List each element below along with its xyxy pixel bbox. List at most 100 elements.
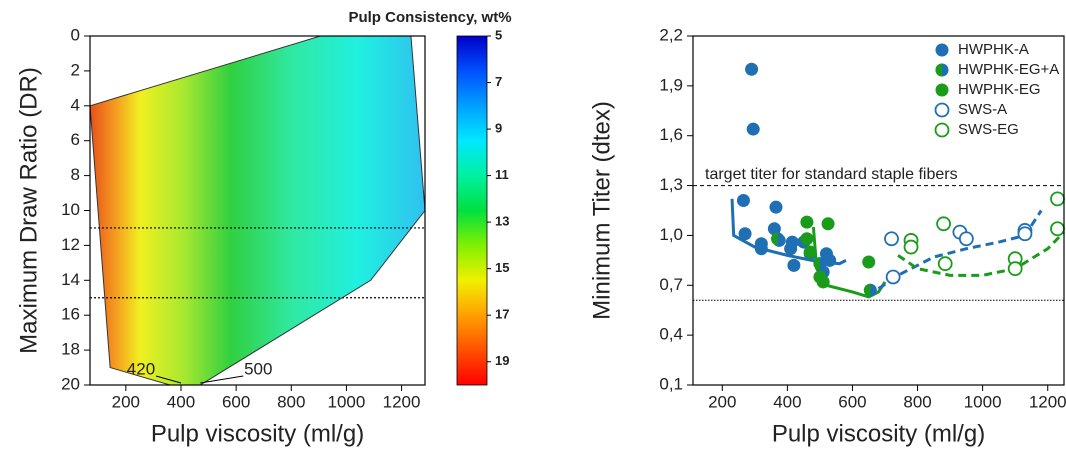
annotation: 500 xyxy=(244,359,272,378)
colorbar-tick-label: 13 xyxy=(495,214,509,229)
y-axis-label: Maximum Draw Ratio (DR) xyxy=(15,67,42,354)
annotation-leader xyxy=(200,375,244,384)
legend-label: HWPHK-EG+A xyxy=(958,61,1059,78)
colorbar-tick-label: 15 xyxy=(495,260,509,275)
legend-label: HWPHK-EG xyxy=(958,81,1041,98)
annotation: 420 xyxy=(127,359,155,378)
x-tick-label: 800 xyxy=(277,392,305,411)
x-tick-label: 600 xyxy=(838,392,866,411)
colorbar-tick-label: 5 xyxy=(495,27,502,42)
legend-label: SWS-EG xyxy=(958,121,1019,138)
y-tick-label: 6 xyxy=(71,130,80,149)
legend-marker xyxy=(935,83,949,97)
y-tick-label: 12 xyxy=(61,235,80,254)
plot-frame xyxy=(89,35,426,386)
y-tick-label: 0,7 xyxy=(659,275,683,294)
x-tick-label: 1000 xyxy=(328,392,366,411)
annotation-leader xyxy=(155,375,182,384)
marker xyxy=(1050,191,1065,207)
marker xyxy=(767,222,781,236)
marker xyxy=(784,242,798,256)
y-tick-label: 8 xyxy=(71,165,80,184)
legend-marker xyxy=(934,122,950,138)
legend-marker xyxy=(935,63,949,77)
marker xyxy=(738,227,752,241)
y-tick-label: 20 xyxy=(61,374,80,393)
x-tick-label: 200 xyxy=(112,392,140,411)
y-tick-label: 1,3 xyxy=(659,175,683,194)
fit-curve xyxy=(897,231,1066,277)
x-tick-label: 1200 xyxy=(1029,392,1066,411)
y-tick-label: 0,1 xyxy=(659,374,683,393)
colorbar-tick-label: 9 xyxy=(495,121,502,136)
y-tick-label: 1,6 xyxy=(659,125,683,144)
marker xyxy=(862,255,876,269)
y-tick-label: 0,4 xyxy=(659,325,683,344)
colorbar-tick-label: 11 xyxy=(495,167,509,182)
marker xyxy=(958,231,974,247)
marker xyxy=(787,258,801,272)
plot-frame xyxy=(692,35,1065,386)
marker xyxy=(816,275,830,289)
fit-curve xyxy=(877,209,1043,290)
y-tick-label: 1,9 xyxy=(659,75,683,94)
legend-label: HWPHK-A xyxy=(958,41,1029,58)
y-axis-label: Minimum Titer (dtex) xyxy=(588,101,615,320)
marker xyxy=(823,253,837,267)
split-marker xyxy=(771,232,785,246)
x-axis-label: Pulp viscosity (ml/g) xyxy=(772,420,985,447)
marker-half xyxy=(935,63,942,77)
x-tick-label: 1200 xyxy=(383,392,421,411)
x-tick-label: 1000 xyxy=(964,392,1002,411)
marker xyxy=(800,215,814,229)
marker xyxy=(746,122,760,136)
marker xyxy=(1050,221,1065,237)
x-tick-label: 200 xyxy=(708,392,736,411)
y-tick-label: 16 xyxy=(61,305,80,324)
marker-half xyxy=(771,232,778,246)
marker xyxy=(803,245,817,259)
marker xyxy=(821,217,835,231)
x-tick-label: 400 xyxy=(167,392,195,411)
y-tick-label: 2,2 xyxy=(659,25,683,44)
x-tick-label: 800 xyxy=(903,392,931,411)
marker xyxy=(745,62,759,76)
marker-half xyxy=(863,283,871,297)
marker xyxy=(937,256,953,272)
marker xyxy=(800,232,814,246)
y-tick-label: 2 xyxy=(71,60,80,79)
marker xyxy=(1007,261,1023,277)
reference-label: target titer for standard staple fibers xyxy=(705,166,958,183)
marker xyxy=(769,200,783,214)
marker xyxy=(903,239,919,255)
x-tick-label: 400 xyxy=(773,392,801,411)
marker xyxy=(885,269,901,285)
split-marker xyxy=(863,283,877,297)
x-tick-label: 600 xyxy=(222,392,250,411)
colorbar-tick-label: 17 xyxy=(495,307,509,322)
colorbar-title: Pulp Consistency, wt% xyxy=(348,9,511,26)
y-tick-label: 0 xyxy=(71,25,80,44)
colorbar xyxy=(456,35,488,386)
colorbar-tick-label: 7 xyxy=(495,74,502,89)
marker xyxy=(1017,226,1033,242)
legend-marker xyxy=(935,43,949,57)
marker-half xyxy=(813,257,820,271)
legend-label: SWS-A xyxy=(958,101,1007,118)
marker xyxy=(936,216,951,232)
split-marker xyxy=(813,257,827,271)
legend-marker xyxy=(934,102,950,118)
contour-field xyxy=(89,35,426,386)
x-axis-label: Pulp viscosity (ml/g) xyxy=(151,420,364,447)
marker xyxy=(884,231,899,247)
y-tick-label: 4 xyxy=(71,95,80,114)
marker xyxy=(736,194,750,208)
marker xyxy=(754,242,768,256)
colorbar-tick-label: 19 xyxy=(495,353,509,368)
y-tick-label: 14 xyxy=(61,270,80,289)
fit-curve xyxy=(730,198,847,266)
y-tick-label: 18 xyxy=(61,340,80,359)
y-tick-label: 10 xyxy=(61,200,80,219)
